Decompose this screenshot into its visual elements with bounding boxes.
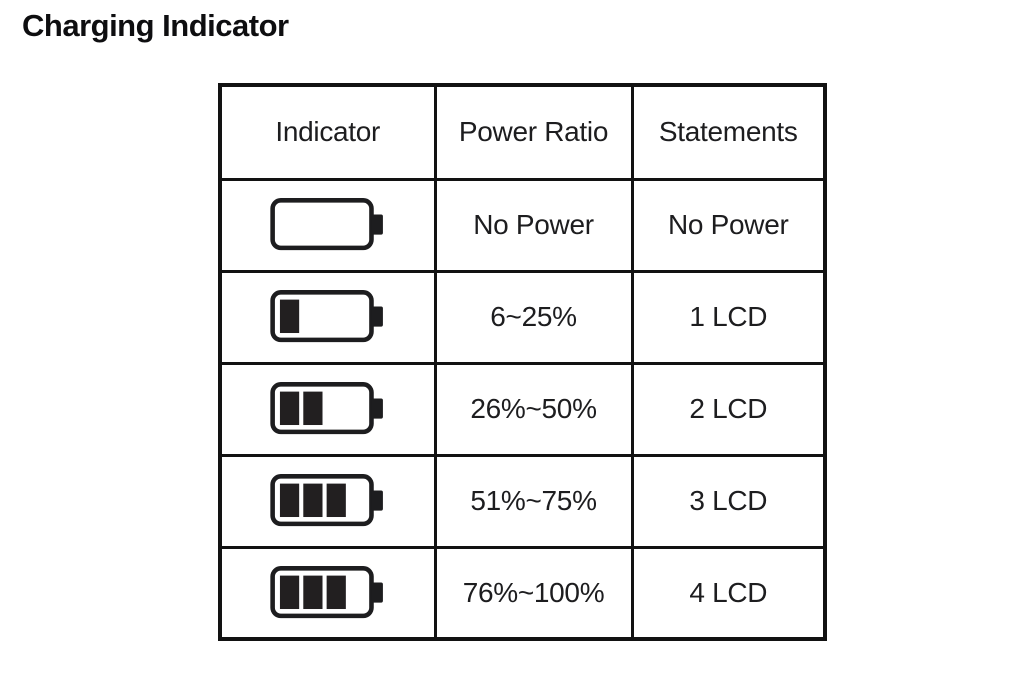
indicator-cell (218, 177, 437, 273)
table-row: 76%~100% 4 LCD (218, 545, 827, 641)
power-ratio-cell: 6~25% (433, 269, 634, 365)
battery-3-bars-icon (270, 565, 383, 618)
indicator-cell (218, 361, 437, 457)
statement-cell: 4 LCD (630, 545, 827, 641)
indicator-cell (218, 545, 437, 641)
table-row: 6~25% 1 LCD (218, 269, 827, 365)
power-ratio-cell: 76%~100% (433, 545, 634, 641)
battery-2-bars-icon (270, 382, 383, 435)
statement-cell: No Power (630, 177, 827, 273)
table-row: 51%~75% 3 LCD (218, 453, 827, 549)
column-header-power-ratio: Power Ratio (433, 83, 634, 181)
battery-empty-icon (270, 198, 383, 251)
power-ratio-cell: 51%~75% (433, 453, 634, 549)
page-title: Charging Indicator (22, 8, 289, 43)
statement-cell: 3 LCD (630, 453, 827, 549)
battery-1-bar-icon (270, 290, 383, 343)
battery-3-bars-icon (270, 474, 383, 527)
table-row: 26%~50% 2 LCD (218, 361, 827, 457)
table-header-row: Indicator Power Ratio Statements (218, 83, 827, 181)
indicator-cell (218, 453, 437, 549)
column-header-statements: Statements (630, 83, 827, 181)
power-ratio-cell: No Power (433, 177, 634, 273)
statement-cell: 1 LCD (630, 269, 827, 365)
column-header-indicator: Indicator (218, 83, 437, 181)
table-row: No Power No Power (218, 177, 827, 273)
charging-indicator-table: Indicator Power Ratio Statements No Powe… (218, 83, 827, 641)
statement-cell: 2 LCD (630, 361, 827, 457)
power-ratio-cell: 26%~50% (433, 361, 634, 457)
indicator-cell (218, 269, 437, 365)
